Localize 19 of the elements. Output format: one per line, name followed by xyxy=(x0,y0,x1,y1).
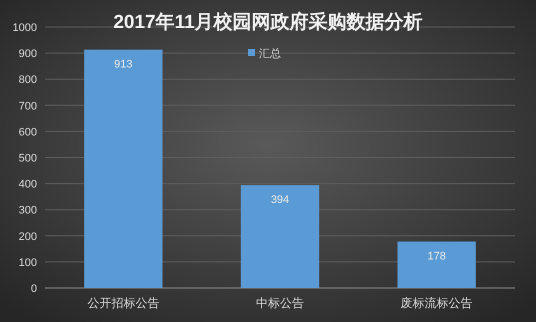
y-tick-label: 0 xyxy=(30,283,37,295)
y-tick-label: 500 xyxy=(18,152,37,164)
data-label: 178 xyxy=(427,250,446,263)
y-tick-label: 100 xyxy=(18,256,37,269)
y-tick-label: 300 xyxy=(18,204,37,217)
data-label: 394 xyxy=(270,194,290,206)
x-tick-label: 公开招标公告 xyxy=(87,296,160,310)
legend-label: 汇总 xyxy=(259,47,281,60)
y-tick-label: 600 xyxy=(18,126,37,138)
x-tick-label: 中标公告 xyxy=(256,296,304,310)
data-label: 913 xyxy=(114,58,133,71)
y-tick-label: 800 xyxy=(18,74,37,86)
y-tick-label: 700 xyxy=(18,100,37,112)
y-tick-label: 900 xyxy=(18,48,37,60)
y-tick-label: 400 xyxy=(18,178,37,191)
y-tick-label: 200 xyxy=(18,230,37,243)
y-tick-label: 1000 xyxy=(12,22,37,34)
x-tick-label: 废标流标公告 xyxy=(400,296,473,310)
chart-title: 2017年11月校园网政府采购数据分析 xyxy=(113,11,423,33)
